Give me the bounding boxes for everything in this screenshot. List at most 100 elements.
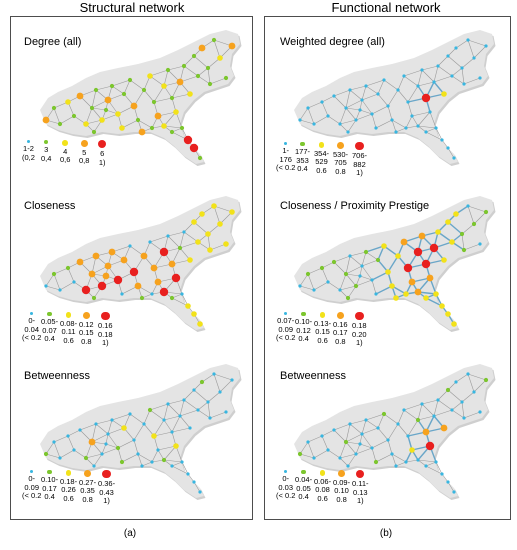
- network-node: [176, 78, 184, 86]
- network-node: [413, 247, 423, 257]
- legend-item: 0.10- 0.12 0.4: [295, 312, 312, 344]
- network-node: [71, 113, 77, 119]
- network-edge: [129, 413, 145, 425]
- legend-label: 0.43: [99, 487, 114, 497]
- network-edge: [213, 373, 221, 393]
- network-edge: [361, 265, 373, 281]
- network-node: [206, 400, 210, 404]
- network-edge: [153, 419, 165, 437]
- network-edge: [349, 251, 367, 257]
- network-edge: [405, 459, 419, 463]
- network-edge: [345, 423, 351, 443]
- network-edge: [179, 399, 185, 417]
- network-node: [165, 67, 171, 73]
- legend-label: 1): [101, 338, 109, 348]
- network-node: [198, 44, 206, 52]
- network-node: [224, 410, 228, 414]
- network-node: [187, 91, 193, 97]
- network-node: [445, 311, 451, 317]
- network-node: [348, 422, 352, 426]
- panel-title: Weighted degree (all): [280, 36, 385, 48]
- legend-item: 0.18 0.20 1): [352, 312, 367, 348]
- network-node: [230, 378, 234, 382]
- legend-label: (0,2: [22, 152, 35, 162]
- network-edge: [403, 69, 423, 77]
- legend-dot: [47, 312, 52, 317]
- legend-dot: [101, 312, 110, 321]
- network-node: [436, 64, 440, 68]
- network-edge: [397, 89, 409, 103]
- network-node: [182, 230, 186, 234]
- network-edge: [451, 401, 463, 411]
- network-node: [432, 414, 436, 418]
- legend-label: 0.6: [316, 165, 327, 175]
- legend-dot: [102, 470, 111, 479]
- network-edge: [299, 119, 315, 125]
- network-node: [102, 272, 110, 280]
- network-edge: [417, 125, 427, 133]
- network-node: [420, 68, 424, 72]
- network-node: [395, 253, 401, 259]
- network-node: [106, 432, 110, 436]
- network-edge: [391, 453, 397, 467]
- network-edge: [107, 427, 125, 435]
- network-node: [343, 439, 349, 445]
- network-edge: [447, 221, 463, 235]
- network-edge: [73, 449, 87, 459]
- legend-label: 0.12: [79, 319, 94, 329]
- network-edge: [171, 297, 189, 307]
- network-node: [162, 418, 166, 422]
- legend-label: 0.8: [82, 494, 93, 504]
- network-node: [440, 138, 444, 142]
- panel-title: Betweenness: [24, 370, 91, 382]
- network-edge: [59, 281, 75, 291]
- network-edge: [405, 125, 419, 129]
- network-edge: [59, 115, 75, 125]
- legend-label: 0.6: [317, 493, 328, 503]
- network-node: [416, 458, 420, 462]
- network-node: [83, 455, 89, 461]
- legend-label: 530-: [333, 149, 349, 159]
- network-node: [52, 440, 56, 444]
- network-map: [40, 30, 242, 166]
- legend-item: 1- 176 (< 0.2: [276, 142, 295, 173]
- legend-label: 0.03: [278, 482, 293, 492]
- network-node: [81, 285, 91, 295]
- network-node: [370, 112, 374, 116]
- network-node: [166, 402, 170, 406]
- network-node: [89, 105, 95, 111]
- network-node: [128, 412, 132, 416]
- network-edge: [91, 89, 97, 109]
- network-node: [217, 221, 223, 227]
- network-edge: [137, 119, 153, 129]
- network-node: [394, 464, 398, 468]
- network-edge: [349, 255, 363, 267]
- network-edge: [417, 403, 423, 421]
- legend-dot: [30, 312, 34, 316]
- network-node: [44, 284, 48, 288]
- network-edge: [345, 441, 357, 455]
- network-edge: [417, 81, 435, 87]
- network-edge: [167, 65, 185, 71]
- network-edge: [111, 79, 131, 87]
- network-edge: [193, 55, 209, 69]
- network-edge: [171, 93, 191, 99]
- network-node: [121, 425, 127, 431]
- network-node: [154, 112, 162, 120]
- network-node: [92, 464, 96, 468]
- legend-label: 177-: [295, 147, 311, 157]
- network-node: [376, 92, 380, 96]
- legend-dot: [284, 312, 288, 316]
- network-edge: [193, 389, 209, 403]
- network-node: [338, 122, 342, 126]
- legend-label: 705: [334, 158, 347, 168]
- network-edge: [425, 131, 443, 141]
- network-node: [104, 262, 112, 270]
- network-node: [121, 91, 127, 97]
- network-node: [374, 292, 378, 296]
- network-node: [156, 448, 160, 452]
- network-edge: [171, 415, 181, 433]
- network-edge: [183, 55, 195, 67]
- network-edge: [143, 89, 155, 103]
- network-node: [415, 417, 421, 423]
